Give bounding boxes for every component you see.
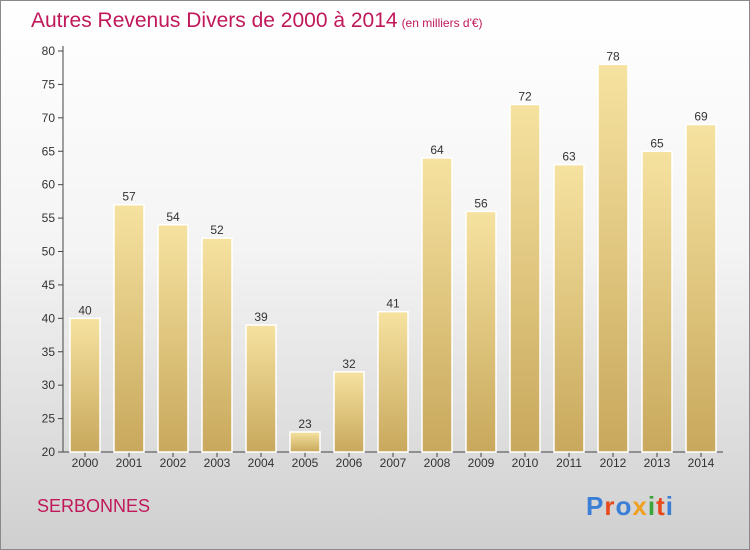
data-label: 63 (562, 150, 576, 164)
bar (641, 150, 673, 453)
bar (465, 210, 497, 453)
bar (289, 431, 321, 453)
x-tick-label: 2007 (380, 456, 407, 470)
y-tick-label: 75 (42, 77, 56, 91)
data-label: 39 (254, 310, 268, 324)
y-tick-label: 25 (42, 412, 56, 426)
y-tick-label: 45 (42, 278, 56, 292)
x-tick-label: 2001 (116, 456, 143, 470)
brand-letter: r (604, 491, 616, 521)
brand-letter: P (586, 491, 605, 521)
brand-letter: t (656, 491, 666, 521)
y-tick-label: 70 (42, 111, 56, 125)
brand-letter: i (665, 491, 674, 521)
x-tick-label: 2008 (424, 456, 451, 470)
bar (245, 324, 277, 453)
brand-letter: x (632, 491, 648, 521)
bar (553, 163, 585, 453)
x-tick-label: 2011 (556, 456, 582, 470)
data-labels: 40 57 54 52 39 23 32 41 64 56 72 63 78 65 69 (78, 49, 708, 431)
data-label: 52 (210, 223, 224, 237)
y-tick-label: 20 (42, 445, 56, 459)
x-tick-label: 2012 (600, 456, 627, 470)
y-tick-label: 35 (42, 345, 56, 359)
data-label: 56 (474, 196, 488, 210)
x-tick-label: 2013 (644, 456, 671, 470)
chart-subtitle: (en milliers d'€) (401, 16, 483, 30)
brand-logo: Proxiti (586, 491, 674, 522)
x-tick-label: 2002 (160, 456, 187, 470)
data-label: 72 (518, 89, 532, 103)
brand-letter: i (647, 491, 657, 521)
bar (113, 203, 145, 453)
bar (509, 103, 541, 453)
x-tick-label: 2009 (468, 456, 495, 470)
bar (421, 157, 453, 453)
x-tick-label: 2000 (72, 456, 99, 470)
bar (157, 224, 189, 453)
x-tick-label: 2006 (336, 456, 363, 470)
data-label: 41 (386, 297, 400, 311)
data-label: 78 (606, 49, 620, 63)
bars (69, 63, 717, 453)
data-label: 65 (650, 136, 664, 150)
x-tick-label: 2010 (512, 456, 539, 470)
data-label: 69 (694, 110, 708, 124)
data-label: 54 (166, 210, 180, 224)
chart-title-main: Autres Revenus Divers de 2000 à 2014 (31, 9, 398, 32)
x-tick-label: 2014 (688, 456, 715, 470)
y-tick-label: 30 (42, 378, 56, 392)
chart-title: Autres Revenus Divers de 2000 à 2014 (en … (31, 9, 483, 33)
place-name: SERBONNES (37, 496, 151, 516)
y-tick-label: 40 (42, 311, 56, 325)
bar (377, 310, 409, 453)
bar (201, 237, 233, 453)
bar (333, 371, 365, 453)
data-label: 32 (342, 357, 356, 371)
bar (685, 123, 717, 453)
y-tick-label: 50 (42, 245, 56, 259)
brand-letter: o (615, 491, 633, 521)
bar (597, 63, 629, 453)
x-tick-label: 2003 (204, 456, 231, 470)
y-tick-label: 65 (42, 144, 56, 158)
y-tick-label: 55 (42, 211, 56, 225)
y-tick-label: 80 (42, 44, 56, 58)
data-label: 23 (298, 417, 312, 431)
data-label: 57 (122, 190, 136, 204)
y-tick-label: 60 (42, 178, 56, 192)
x-tick-label: 2005 (292, 456, 319, 470)
data-label: 40 (78, 303, 92, 317)
x-tick-label: 2004 (248, 456, 275, 470)
bar (69, 317, 101, 453)
data-label: 64 (430, 143, 444, 157)
